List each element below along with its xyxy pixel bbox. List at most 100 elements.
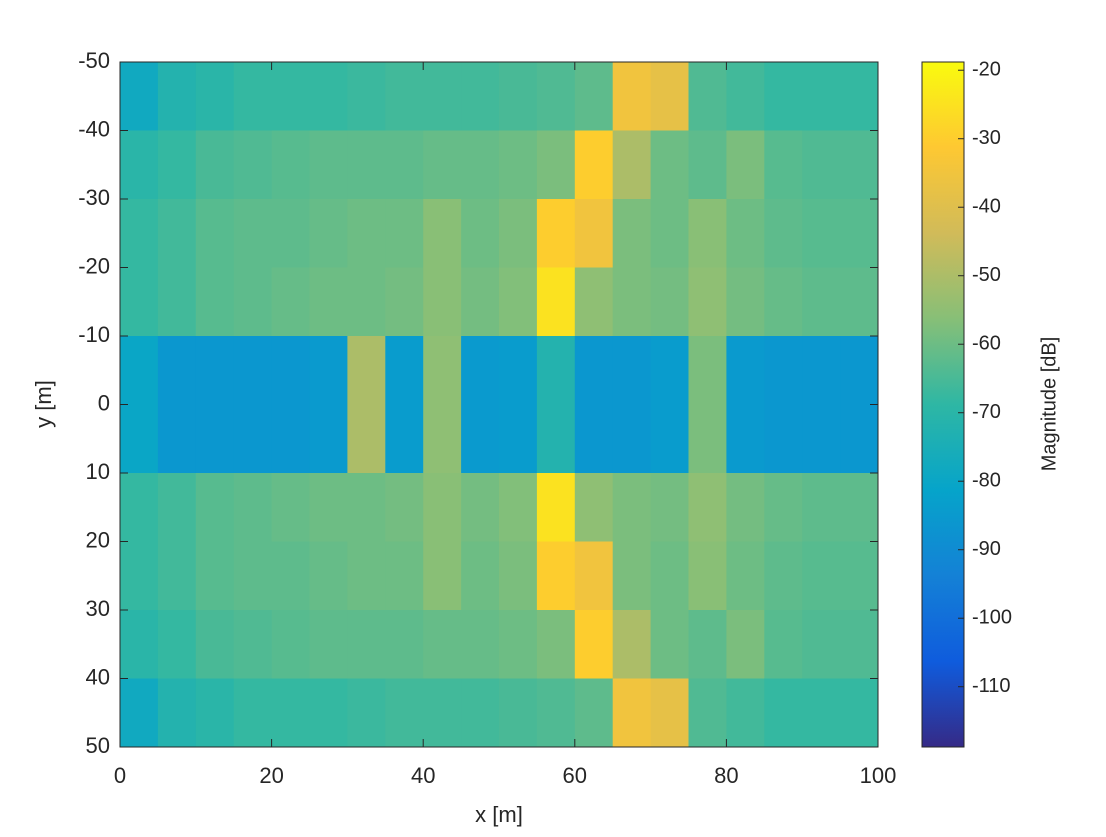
heat-cell: [688, 336, 727, 405]
heat-cell: [650, 199, 689, 268]
heat-cell: [688, 404, 727, 474]
heat-cell: [726, 404, 765, 474]
heat-cell: [271, 610, 310, 679]
x-tick-label: 0: [114, 763, 126, 788]
heat-cell: [233, 267, 273, 337]
colorbar-tick-label: -110: [972, 675, 1011, 697]
heat-cell: [726, 199, 765, 268]
heat-cell: [233, 199, 273, 268]
heat-cell: [233, 336, 273, 405]
heat-cell: [612, 610, 652, 679]
heat-cell: [233, 678, 273, 748]
heat-cell: [726, 610, 765, 679]
heat-cell: [650, 610, 689, 679]
heat-cell: [499, 610, 538, 679]
heat-cell: [120, 678, 159, 748]
heat-cell: [499, 473, 538, 542]
heat-cell: [574, 62, 614, 131]
heat-cell: [802, 199, 841, 268]
heat-cell: [536, 130, 576, 200]
heat-cell: [423, 130, 462, 200]
heat-cell: [347, 267, 386, 337]
heat-cell: [688, 130, 727, 200]
heat-cell: [157, 130, 197, 200]
y-tick-label: 0: [98, 390, 110, 415]
heat-cell: [840, 541, 879, 611]
heat-cell: [840, 610, 879, 679]
heat-cell: [574, 610, 614, 679]
heat-cell: [233, 610, 273, 679]
heat-cell: [461, 404, 500, 474]
heat-cell: [650, 678, 689, 748]
heat-cell: [157, 336, 197, 405]
colorbar-tick-label: -30: [972, 127, 1001, 149]
x-tick-label: 60: [563, 763, 587, 788]
heat-cell: [499, 678, 538, 748]
heat-cell: [461, 678, 500, 748]
heat-cell: [802, 336, 841, 405]
heat-cell: [271, 541, 310, 611]
heat-cell: [120, 541, 159, 611]
heat-cell: [688, 62, 727, 131]
heat-cell: [195, 336, 235, 405]
heat-cell: [347, 678, 386, 748]
heat-cell: [423, 199, 462, 268]
heat-cell: [612, 267, 652, 337]
y-tick-label: 50: [86, 733, 110, 758]
heat-cell: [461, 336, 500, 405]
heat-cell: [499, 541, 538, 611]
heat-cell: [120, 199, 159, 268]
heat-cell: [120, 130, 159, 200]
heat-cell: [385, 130, 424, 200]
heat-cell: [423, 473, 462, 542]
heat-cell: [802, 404, 841, 474]
heat-cell: [423, 541, 462, 611]
heat-cell: [536, 267, 576, 337]
heat-cell: [764, 610, 803, 679]
heat-cell: [347, 404, 386, 474]
heat-cell: [461, 473, 500, 542]
heat-cell: [423, 62, 462, 131]
heat-cell: [536, 199, 576, 268]
heat-cell: [574, 678, 614, 748]
heat-cell: [574, 473, 614, 542]
x-tick-label: 40: [411, 763, 435, 788]
heat-cell: [120, 473, 159, 542]
heat-cell: [385, 404, 424, 474]
heat-cell: [764, 678, 803, 748]
heat-cell: [574, 130, 614, 200]
heat-cell: [840, 473, 879, 542]
heat-cell: [840, 199, 879, 268]
heat-cell: [536, 336, 576, 405]
heat-cell: [802, 678, 841, 748]
heat-cell: [120, 610, 159, 679]
heat-cell: [650, 267, 689, 337]
heat-cell: [574, 541, 614, 611]
heat-cell: [309, 336, 348, 405]
heat-cell: [764, 62, 803, 131]
heat-cell: [461, 610, 500, 679]
heat-cell: [688, 199, 727, 268]
heat-cell: [650, 62, 689, 131]
heat-cell: [347, 336, 386, 405]
heat-cell: [157, 267, 197, 337]
heat-cell: [536, 678, 576, 748]
heat-cell: [195, 610, 235, 679]
y-axis-label: y [m]: [31, 380, 56, 428]
y-tick-label: -50: [78, 48, 110, 73]
heat-cell: [309, 199, 348, 268]
heat-cell: [271, 62, 310, 131]
heat-cell: [764, 404, 803, 474]
heat-cell: [157, 610, 197, 679]
heat-cell: [461, 130, 500, 200]
heat-cell: [233, 62, 273, 131]
heat-cell: [612, 130, 652, 200]
heat-cell: [347, 199, 386, 268]
colorbar: [921, 61, 965, 748]
x-axis-label: x [m]: [475, 802, 523, 827]
heat-cell: [688, 267, 727, 337]
heatmap: [120, 62, 879, 748]
heat-cell: [347, 62, 386, 131]
heat-cell: [120, 62, 159, 131]
